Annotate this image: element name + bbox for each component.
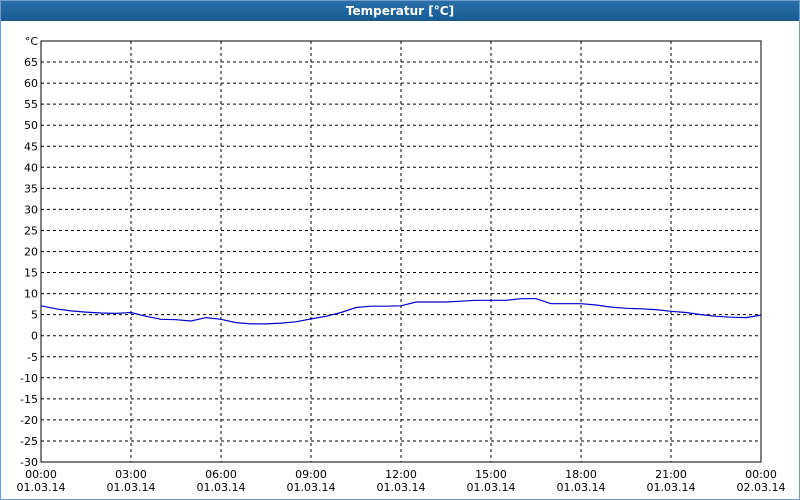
y-tick-label: 50 <box>24 119 38 132</box>
y-tick-label: -5 <box>27 351 38 364</box>
title-bar: Temperatur [°C] <box>1 1 799 21</box>
x-tick-label: 18:00 01.03.14 <box>556 468 606 494</box>
data-line <box>40 298 762 325</box>
y-tick-label: °C <box>25 35 39 48</box>
x-tick-label: 12:00 01.03.14 <box>376 468 426 494</box>
x-tick-label: 21:00 01.03.14 <box>646 468 696 494</box>
y-tick-label: -15 <box>20 393 38 406</box>
y-tick-label: 65 <box>24 56 38 69</box>
x-tick-label: 00:00 01.03.14 <box>16 468 66 494</box>
x-tick-label: 03:00 01.03.14 <box>106 468 156 494</box>
y-tick-label: 15 <box>24 267 38 280</box>
y-tick-label: -10 <box>20 372 38 385</box>
y-tick-label: -30 <box>20 456 38 469</box>
x-tick-label: 00:00 02.03.14 <box>736 468 786 494</box>
y-tick-label: 10 <box>24 288 38 301</box>
y-tick-label: -25 <box>20 435 38 448</box>
y-tick-label: 60 <box>24 77 38 90</box>
y-tick-label: -20 <box>20 414 38 427</box>
y-tick-label: 55 <box>24 98 38 111</box>
x-tick-label: 09:00 01.03.14 <box>286 468 336 494</box>
x-tick-label: 15:00 01.03.14 <box>466 468 516 494</box>
y-tick-label: 5 <box>31 309 38 322</box>
y-tick-label: 35 <box>24 182 38 195</box>
y-tick-label: 20 <box>24 246 38 259</box>
y-tick-label: 45 <box>24 140 38 153</box>
plot-frame <box>40 40 762 463</box>
y-tick-label: 0 <box>31 330 38 343</box>
y-tick-label: 25 <box>24 224 38 237</box>
y-tick-label: 40 <box>24 161 38 174</box>
x-tick-label: 06:00 01.03.14 <box>196 468 246 494</box>
y-tick-label: 30 <box>24 203 38 216</box>
